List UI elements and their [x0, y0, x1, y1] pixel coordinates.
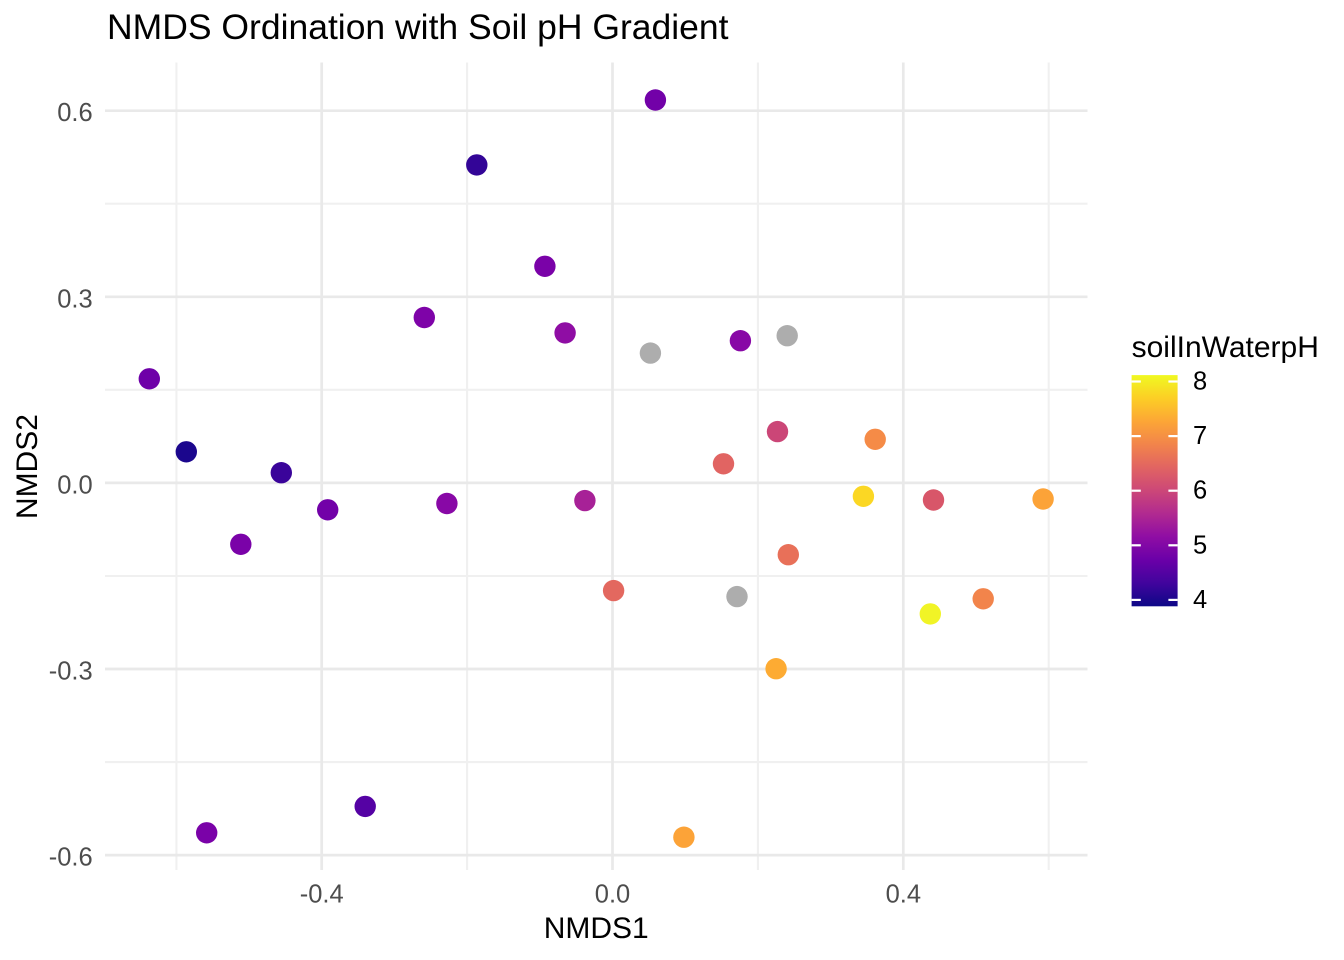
svg-text:6: 6 [1193, 477, 1207, 505]
svg-text:8: 8 [1193, 368, 1207, 396]
svg-text:5: 5 [1193, 531, 1207, 559]
svg-text:NMDS1: NMDS1 [544, 912, 649, 945]
svg-text:7: 7 [1193, 422, 1207, 450]
svg-text:0.6: 0.6 [57, 99, 92, 127]
svg-text:0.0: 0.0 [57, 471, 92, 499]
svg-text:-0.4: -0.4 [300, 881, 344, 909]
svg-text:-0.3: -0.3 [49, 658, 93, 686]
svg-text:0.4: 0.4 [886, 881, 921, 909]
svg-text:0.3: 0.3 [57, 285, 92, 313]
svg-text:-0.6: -0.6 [49, 844, 93, 872]
svg-text:0.0: 0.0 [595, 881, 630, 909]
svg-text:4: 4 [1193, 586, 1207, 614]
svg-text:NMDS2: NMDS2 [11, 414, 44, 519]
svg-text:NMDS Ordination with Soil pH G: NMDS Ordination with Soil pH Gradient [107, 7, 729, 47]
svg-text:soilInWaterpH: soilInWaterpH [1132, 331, 1319, 364]
